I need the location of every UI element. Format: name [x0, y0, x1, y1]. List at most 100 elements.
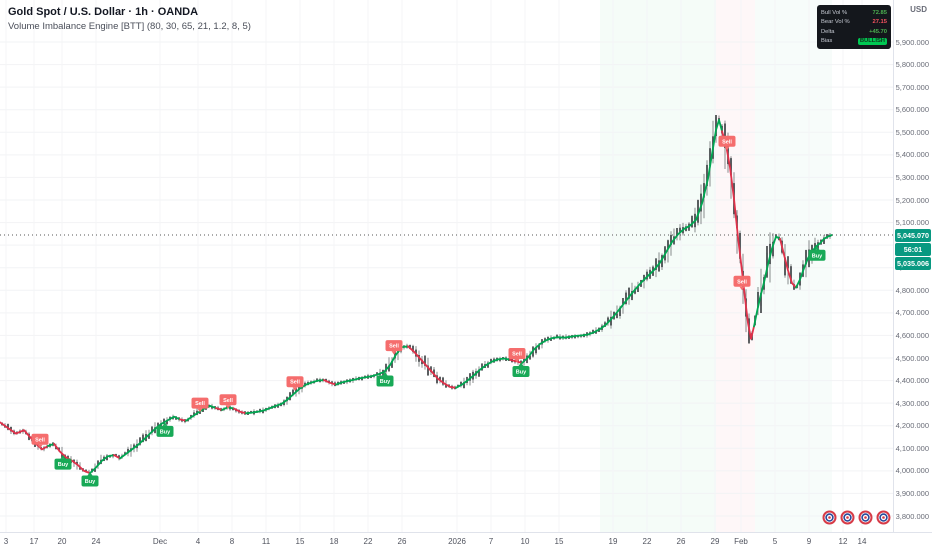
- price-chart[interactable]: Sell Buy Buy Buy Sell Sell Sell Buy Sell Sell Buy S…: [0, 0, 893, 532]
- candle-body: [793, 284, 795, 290]
- svg-text:Buy: Buy: [160, 429, 171, 435]
- broker-roundel-icon: [840, 510, 855, 525]
- candle-body: [142, 434, 144, 443]
- time-tick-label: 8: [229, 537, 235, 546]
- time-tick-label: 15: [295, 537, 305, 546]
- trend-line-down: [215, 407, 223, 411]
- candle-body: [538, 344, 540, 350]
- svg-text:Sell: Sell: [722, 139, 732, 145]
- candle-body: [550, 338, 552, 341]
- candle-body: [250, 410, 252, 413]
- svg-text:Sell: Sell: [35, 437, 45, 443]
- sell-signal-label: Sell: [286, 376, 304, 391]
- candle-body: [436, 375, 438, 384]
- svg-text:Sell: Sell: [290, 380, 300, 386]
- candle-body: [625, 292, 627, 304]
- candle-body: [148, 435, 150, 439]
- trend-line-down: [721, 130, 755, 340]
- svg-text:Buy: Buy: [380, 379, 391, 385]
- sell-signal-label: Sell: [508, 348, 526, 363]
- session-zone: [716, 0, 755, 532]
- trend-line-down: [53, 442, 91, 474]
- candle-body: [133, 444, 135, 449]
- candle-body: [658, 260, 660, 272]
- current-price-badge: 5,045.070: [895, 229, 931, 242]
- candle-body: [457, 384, 459, 387]
- candle-body: [559, 337, 561, 340]
- time-tick-label: 19: [608, 537, 618, 546]
- candle-body: [724, 123, 726, 148]
- trend-line-up: [753, 235, 781, 328]
- candle-body: [790, 266, 792, 284]
- stats-row: Bull Vol % 72.85: [821, 8, 887, 18]
- time-axis[interactable]: 3 17 20 24 Dec 4 8 11 15 18 22 26 2026 7 10 15 19 22 26 29 F…: [0, 532, 932, 551]
- candle-body: [679, 227, 681, 233]
- time-tick-label: 22: [642, 537, 652, 546]
- candle-body: [622, 298, 624, 305]
- trend-line-up: [89, 454, 115, 474]
- time-tick-label: 18: [329, 537, 339, 546]
- price-badge-stack: 5,045.070 56:01 5,035.006: [895, 229, 931, 271]
- price-tick-label: 5,200.000: [895, 195, 929, 205]
- candle-body: [547, 336, 549, 340]
- trend-line-down: [0, 421, 49, 451]
- symbol-title[interactable]: Gold Spot / U.S. Dollar · 1h · OANDA: [8, 6, 199, 18]
- candle-body: [670, 234, 672, 246]
- stats-value: 72.85: [872, 9, 887, 16]
- trend-line-up: [335, 345, 409, 386]
- buy-signal-label: Buy: [156, 422, 174, 437]
- trend-line-down: [179, 418, 187, 422]
- candle-body: [616, 313, 618, 319]
- footer-logo-row: [822, 510, 891, 525]
- candle-body: [427, 365, 429, 376]
- stats-label: Bear Vol %: [821, 19, 850, 26]
- sell-signal-label: Sell: [718, 135, 736, 151]
- trend-line-up: [521, 119, 723, 364]
- broker-roundel-icon: [876, 510, 891, 525]
- candle-body: [109, 456, 111, 458]
- time-tick-label: 2026: [448, 537, 466, 546]
- indicator-title[interactable]: Volume Imbalance Engine [BTT] (80, 30, 6…: [8, 21, 251, 32]
- candle-body: [703, 183, 705, 198]
- candle-body: [628, 287, 630, 299]
- buy-signal-label: Buy: [376, 372, 394, 387]
- candle-body: [631, 291, 633, 301]
- svg-text:Buy: Buy: [85, 479, 96, 485]
- candle-body: [817, 242, 819, 253]
- sell-signal-label: Sell: [385, 340, 403, 355]
- buy-signal-label: Buy: [808, 246, 826, 261]
- indicator-line-price-badge: 5,035.006: [895, 257, 931, 270]
- candle-body: [7, 423, 9, 430]
- candle-body: [637, 285, 639, 292]
- time-tick-label: 22: [363, 537, 373, 546]
- candle-body: [691, 215, 693, 228]
- candle-body: [331, 381, 333, 384]
- price-tick-label: 4,100.000: [895, 443, 929, 453]
- candle-body: [709, 148, 711, 167]
- candle-body: [460, 382, 462, 386]
- price-tick-label: 5,700.000: [895, 82, 929, 92]
- trend-line-up: [119, 415, 181, 460]
- time-tick-label: 26: [397, 537, 407, 546]
- candle-body: [388, 365, 390, 372]
- svg-text:Sell: Sell: [512, 352, 522, 358]
- candle-body: [715, 115, 717, 137]
- candle-body: [811, 244, 813, 252]
- svg-text:Sell: Sell: [223, 398, 233, 404]
- candle-body: [163, 418, 165, 424]
- candle-body: [97, 460, 99, 466]
- stats-row: Bear Vol % 27.15: [821, 18, 887, 28]
- stats-row: Delta +45.70: [821, 27, 887, 37]
- time-tick-label: 7: [488, 537, 494, 546]
- price-tick-label: 4,000.000: [895, 466, 929, 476]
- candle-body: [154, 427, 156, 434]
- candle-body: [700, 193, 702, 212]
- candle-body: [607, 317, 609, 323]
- trend-line-down: [407, 345, 457, 389]
- price-axis[interactable]: USD 5,900.000 5,800.000 5,700.000 5,600.000…: [893, 0, 932, 532]
- trend-line-up: [245, 379, 325, 415]
- candle-body: [445, 384, 447, 388]
- candle-body: [730, 158, 732, 176]
- candle-body: [412, 345, 414, 352]
- time-tick-label: 3: [3, 537, 9, 546]
